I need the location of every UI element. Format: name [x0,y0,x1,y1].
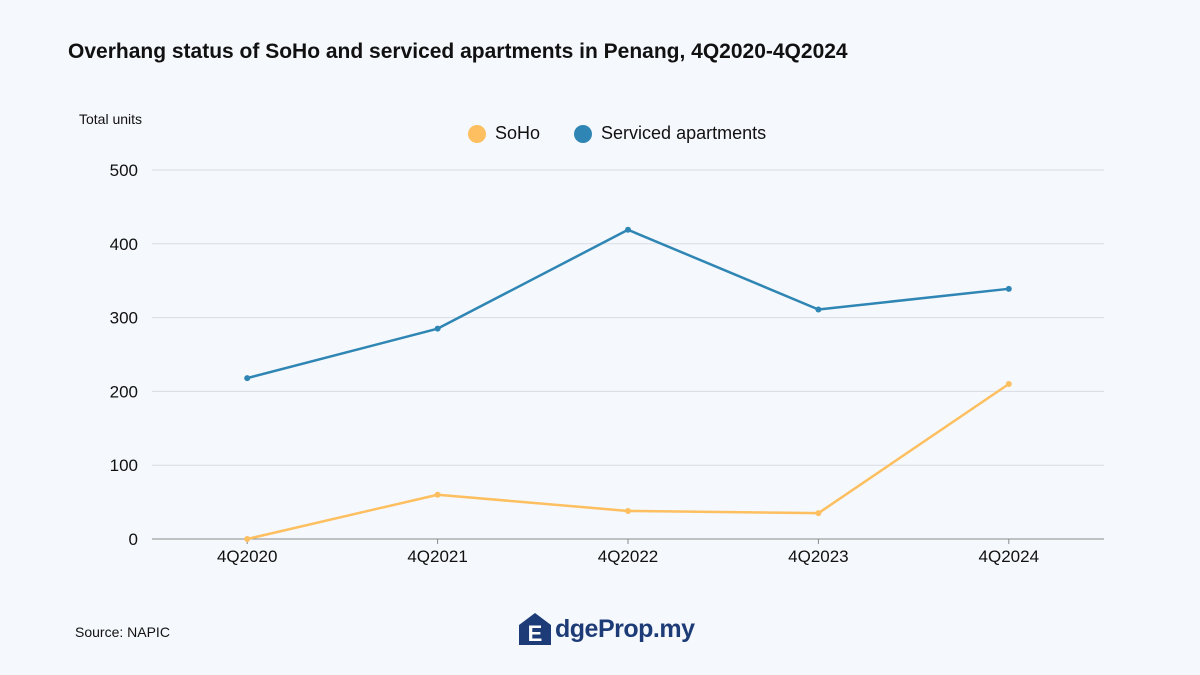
data-point-serviced-apartments [1005,285,1012,292]
legend-item-serviced-apartments: Serviced apartments [574,123,766,144]
y-tick-label: 400 [110,235,138,254]
logo-text: dgeProp.my [555,614,695,643]
legend-item-soho: SoHo [468,123,540,144]
edgeprop-logo: E dgeProp.my [517,611,695,647]
x-tick-label: 4Q2022 [598,547,659,566]
legend-swatch-serviced-apartments [574,124,593,143]
y-tick-label: 300 [110,309,138,328]
logo-mark-letter: E [528,621,543,646]
data-point-serviced-apartments [434,325,441,332]
x-tick-label: 4Q2024 [979,547,1040,566]
data-point-serviced-apartments [815,306,822,313]
data-point-soho [625,507,631,514]
data-point-serviced-apartments [625,226,631,233]
legend-swatch-soho [468,124,486,143]
edgeprop-logo-mark: E [519,613,551,646]
chart-title: Overhang status of SoHo and serviced apa… [68,40,848,63]
y-axis-label: Total units [79,111,143,127]
x-tick-label: 4Q2021 [407,547,468,566]
y-tick-label: 200 [110,382,138,401]
x-tick-label: 4Q2023 [788,547,849,566]
data-point-soho [244,536,251,542]
legend-label-soho: SoHo [495,123,541,143]
source-note: Source: NAPIC [75,624,170,640]
data-point-soho [1005,381,1012,388]
series-line-soho [246,382,1010,541]
data-point-serviced-apartments [244,375,251,382]
series-line-serviced-apartments [246,228,1009,380]
x-tick-label: 4Q2020 [217,547,278,566]
y-tick-label: 100 [110,456,138,475]
legend-label-serviced-apartments: Serviced apartments [601,123,767,143]
data-point-soho [434,491,441,498]
data-point-soho [815,510,822,517]
y-tick-label: 500 [110,161,138,180]
legend: SoHo Serviced apartments [468,123,800,144]
y-tick-label: 0 [129,530,138,549]
